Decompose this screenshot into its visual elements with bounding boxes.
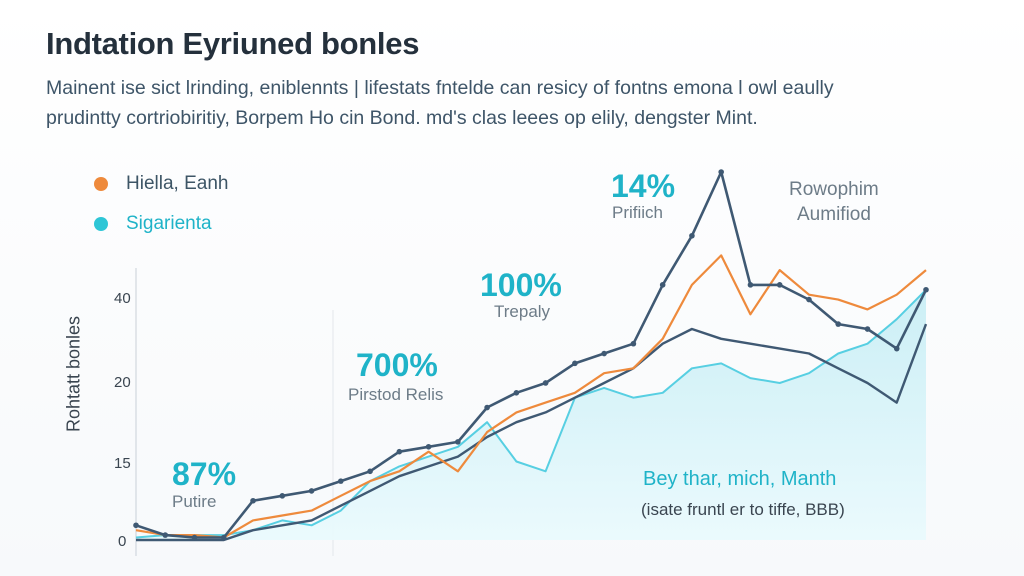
top-right-label-line-2: Aumifiod (797, 204, 871, 225)
annotation-label: Putire (172, 492, 216, 511)
legend-label-cyan: Sigarienta (126, 213, 212, 234)
data-point (835, 321, 842, 327)
data-point (279, 493, 286, 499)
annotation-value: 700% (356, 347, 438, 383)
y-tick-label: 20 (114, 374, 131, 391)
data-point (396, 448, 403, 455)
chart-subtitle-line-2: prudintty cortriobiritiy, Borpem Ho cin … (46, 107, 758, 129)
data-point (689, 232, 695, 239)
data-point (747, 282, 754, 288)
annotation-label: Prifiich (612, 203, 663, 222)
data-point (542, 380, 549, 386)
area-fill-layer (136, 289, 926, 540)
data-point (601, 350, 607, 357)
data-point (367, 468, 373, 475)
legend-swatch-orange (94, 177, 108, 191)
data-point (191, 534, 198, 541)
chart-subtitle-line-1: Mainent ise sict lrinding, eniblennts | … (46, 77, 834, 99)
legend-item-orange: Hiella, Eanh (94, 172, 228, 196)
callout-title: Bey thar, mich, Manth (643, 468, 836, 490)
data-point (513, 390, 520, 396)
data-point (425, 443, 432, 450)
data-point (806, 296, 812, 303)
data-point (133, 522, 139, 529)
data-point (718, 169, 724, 175)
chart-legend: Hiella, Eanh Sigarienta (94, 172, 294, 242)
series-line-0 (135, 254, 927, 539)
legend-label-orange: Hiella, Eanh (126, 173, 229, 194)
data-point (220, 534, 227, 541)
data-point (864, 326, 871, 332)
data-point (455, 439, 461, 445)
series-line-3 (136, 323, 928, 542)
data-point (923, 286, 929, 293)
y-tick-label: 40 (114, 290, 131, 307)
annotation-value: 87% (172, 456, 236, 492)
data-point (308, 488, 315, 494)
annotation-value: 100% (480, 267, 562, 303)
y-tick-label: 0 (118, 533, 126, 550)
data-point (162, 532, 169, 538)
annotation-value: 14% (611, 168, 675, 204)
callout-text: (isate fruntl er to tiffe, BBB) (641, 500, 845, 519)
legend-swatch-cyan (94, 217, 108, 231)
annotation-label: Pirstod Relis (348, 385, 443, 404)
data-point (338, 478, 344, 484)
series-line-2 (135, 289, 927, 539)
annotation-label: Trepaly (494, 302, 551, 321)
series-area-fill (136, 289, 926, 540)
series-layer (133, 169, 929, 542)
y-tick-label: 15 (114, 455, 131, 472)
data-point (893, 345, 900, 352)
series-line-1 (135, 170, 928, 539)
legend-item-cyan: Sigarienta (94, 212, 212, 236)
data-point (630, 340, 637, 347)
data-point (776, 282, 783, 288)
data-point (250, 497, 256, 504)
data-point (572, 360, 578, 367)
data-point (484, 404, 490, 411)
chart-title: Indtation Eyriuned bonles (46, 26, 420, 61)
top-right-label-line-1: Rowophim (789, 179, 879, 200)
data-point (659, 282, 666, 288)
